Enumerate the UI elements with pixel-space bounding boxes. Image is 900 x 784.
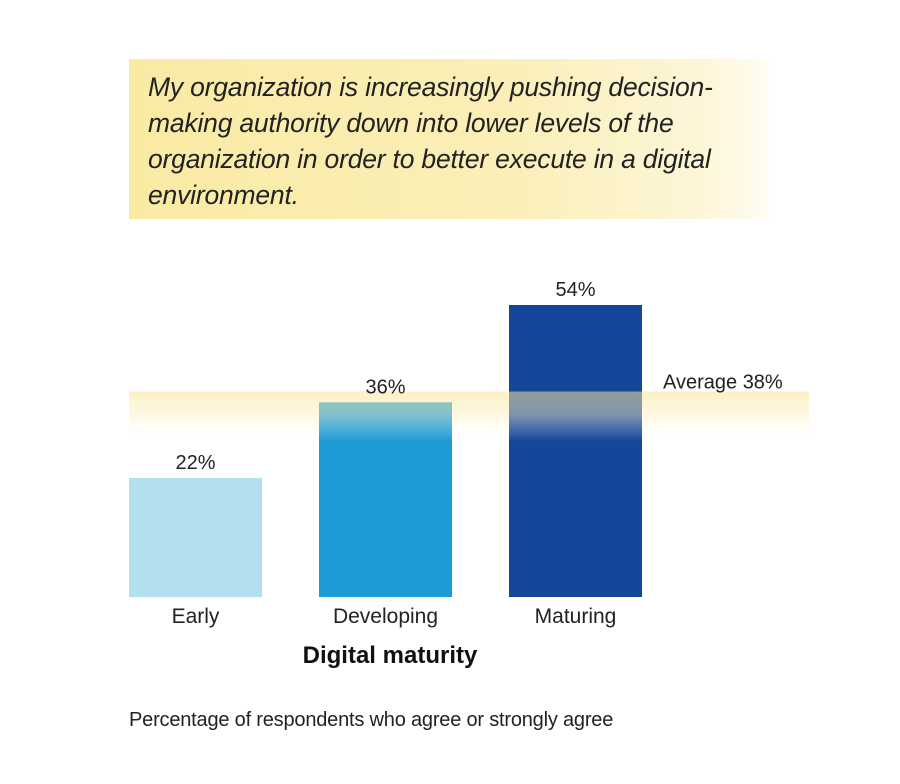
quote-text: My organization is increasingly pushing … [148, 72, 713, 210]
category-label-maturing: Maturing [535, 605, 617, 628]
x-axis-title: Digital maturity [303, 642, 478, 669]
average-band [129, 391, 809, 442]
quote-box: My organization is increasingly pushing … [129, 59, 769, 219]
bar-early [129, 478, 262, 597]
average-label: Average 38% [663, 372, 783, 394]
footnote: Percentage of respondents who agree or s… [129, 709, 614, 731]
category-label-developing: Developing [333, 605, 438, 628]
value-label-developing: 36% [365, 376, 405, 398]
bar-maturing [509, 305, 642, 597]
value-label-maturing: 54% [555, 279, 595, 301]
value-label-early: 22% [175, 452, 215, 474]
category-label-early: Early [172, 605, 220, 628]
